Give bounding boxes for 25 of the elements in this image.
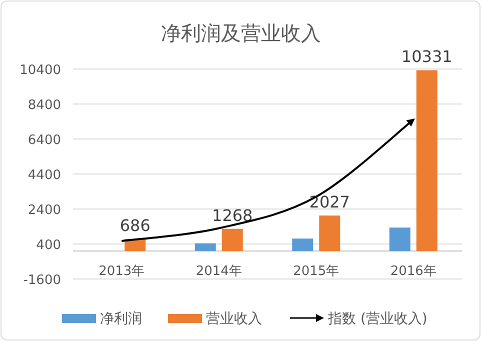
x-tick-label: 2014年 [196,264,242,279]
y-tick-label: 4400 [28,168,61,183]
y-tick-label: 6400 [28,133,61,148]
y-tick-label: 2400 [28,203,61,218]
x-tick-label: 2015年 [293,264,340,279]
data-label: 1268 [212,206,253,225]
data-label: 10331 [401,47,452,66]
x-tick-label: 2013年 [98,264,145,279]
y-tick-label: -1600 [23,273,61,288]
bar [319,216,340,251]
data-label: 2027 [309,192,350,212]
bar [389,228,410,251]
bar [416,70,438,251]
x-tick-label: 2016年 [390,264,436,279]
legend-label: 营业收入 [206,311,262,327]
bar [292,238,314,251]
legend-label: 净利润 [100,311,142,327]
y-tick-label: 10400 [20,63,61,78]
legend-label: 指数 (营业收入) [327,311,428,327]
bar [222,228,243,251]
data-label: 686 [120,216,150,235]
y-tick-label: 8400 [28,98,61,113]
bar [194,243,216,251]
chart-title: 净利润及营业收入 [161,21,321,45]
y-tick-label: 400 [36,238,61,253]
